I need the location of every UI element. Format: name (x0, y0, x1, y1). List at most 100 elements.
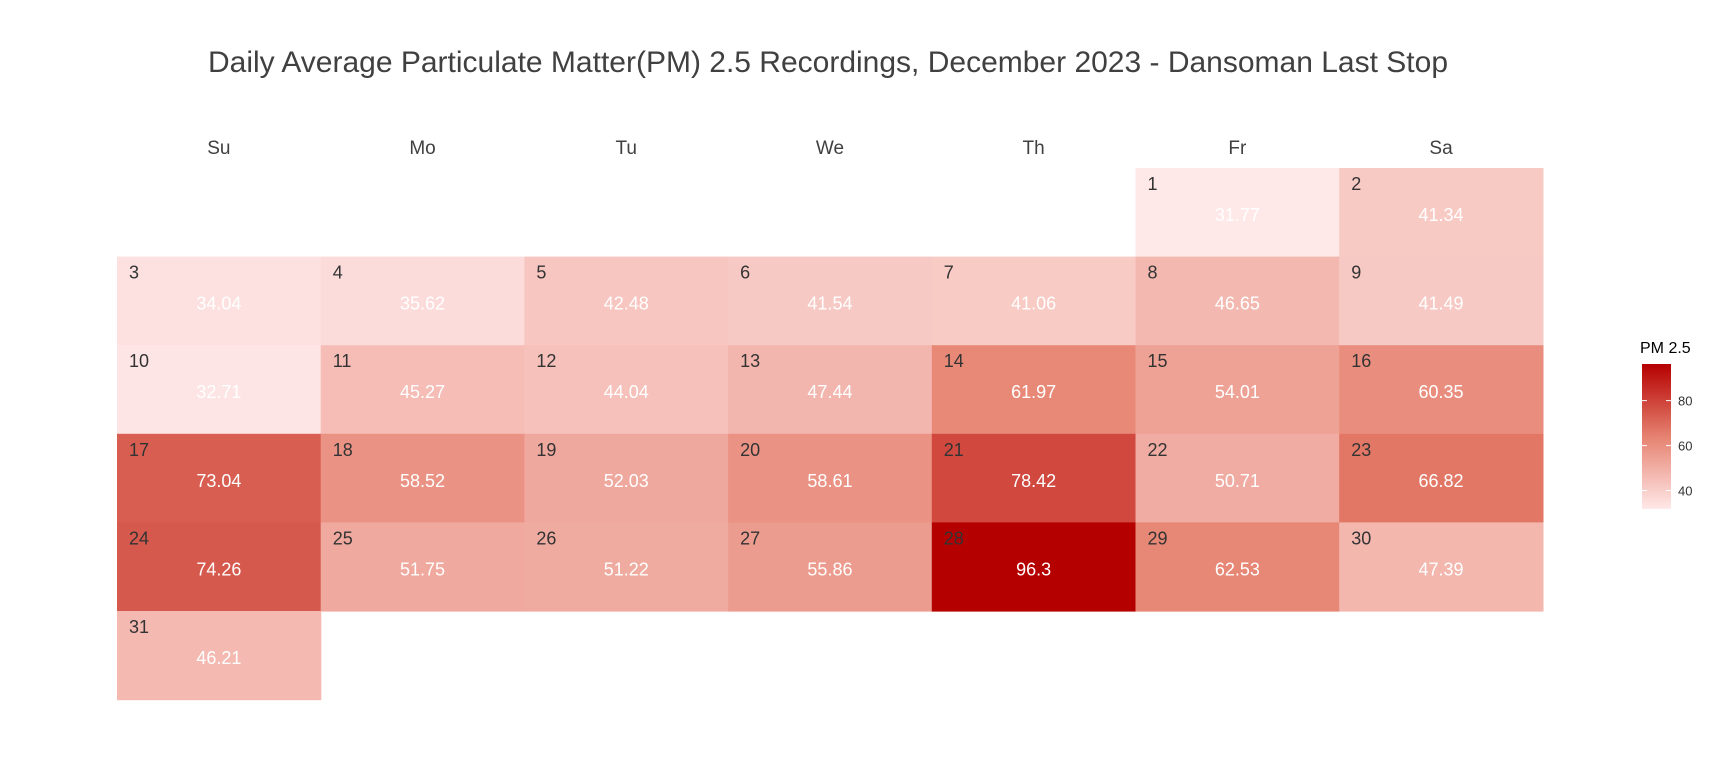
day-value-label: 41.06 (1011, 294, 1056, 314)
day-cell-16: 16 60.35 (1339, 345, 1544, 435)
day-cell-14: 14 61.97 (931, 345, 1137, 435)
day-number: 25 (333, 528, 353, 548)
day-tile (1339, 522, 1544, 612)
day-value-label: 61.97 (1011, 382, 1056, 402)
day-value-label: 47.44 (807, 382, 852, 402)
day-value-label: 45.27 (400, 382, 445, 402)
weekday-label-su: Su (207, 138, 230, 159)
day-tile (524, 256, 729, 346)
day-cell-13: 13 47.44 (728, 345, 933, 435)
day-cell-6: 641.54 (728, 256, 933, 346)
day-tile (931, 522, 1137, 612)
weekday-label-we: We (816, 138, 844, 159)
legend-color-bar (1642, 364, 1671, 509)
day-tile (728, 522, 933, 612)
legend-tick-label: 60 (1678, 439, 1692, 454)
day-cell-22: 22 50.71 (1135, 433, 1340, 523)
day-number: 28 (944, 528, 964, 548)
day-cell-20: 20 58.61 (728, 433, 933, 523)
day-cell-29: 29 62.53 (1135, 522, 1340, 612)
day-value-label: 50.71 (1215, 471, 1260, 491)
day-tile (117, 522, 322, 612)
day-tile (1135, 522, 1340, 612)
day-number: 8 (1148, 263, 1158, 283)
legend-title: PM 2.5 (1640, 340, 1691, 357)
day-tile (320, 345, 525, 435)
day-value-label: 51.22 (604, 559, 649, 579)
day-number: 18 (333, 440, 353, 460)
day-number: 10 (129, 351, 149, 371)
day-cell-5: 542.48 (524, 256, 729, 346)
day-number: 11 (333, 351, 352, 371)
day-tile (728, 433, 933, 523)
day-cell-1: 131.77 (1135, 168, 1340, 258)
day-cell-3: 334.04 (117, 256, 322, 346)
day-cell-4: 435.62 (320, 256, 525, 346)
day-tile (931, 345, 1137, 435)
day-value-label: 78.42 (1011, 471, 1056, 491)
day-tile (728, 345, 933, 435)
day-value-label: 44.04 (604, 382, 649, 402)
day-number: 17 (129, 440, 149, 460)
day-number: 23 (1351, 440, 1371, 460)
day-value-label: 46.65 (1215, 294, 1260, 314)
day-value-label: 58.61 (807, 471, 852, 491)
day-cell-8: 846.65 (1135, 256, 1340, 346)
day-cell-30: 30 47.39 (1339, 522, 1544, 612)
day-number: 20 (740, 440, 760, 460)
day-number: 5 (536, 263, 546, 283)
weekday-labels: Su Mo Tu We Th Fr Sa (207, 138, 1453, 159)
day-tile (320, 433, 525, 523)
weekday-label-fr: Fr (1228, 138, 1247, 159)
day-number: 15 (1148, 351, 1168, 371)
day-tile (1135, 345, 1340, 435)
day-tile (117, 345, 322, 435)
day-value-label: 46.21 (196, 648, 241, 668)
day-cell-19: 19 52.03 (524, 433, 729, 523)
day-value-label: 42.48 (604, 294, 649, 314)
day-tile (1339, 168, 1544, 258)
day-value-label: 31.77 (1215, 205, 1260, 225)
day-number: 24 (129, 528, 149, 548)
day-value-label: 32.71 (196, 382, 241, 402)
weekday-label-th: Th (1023, 138, 1045, 159)
weekday-label-tu: Tu (616, 138, 637, 159)
day-number: 9 (1351, 263, 1361, 283)
day-value-label: 73.04 (196, 471, 241, 491)
day-number: 26 (536, 528, 556, 548)
day-cell-27: 27 55.86 (728, 522, 933, 612)
day-cell-26: 26 51.22 (524, 522, 729, 612)
day-number: 31 (129, 617, 149, 637)
day-cell-2: 241.34 (1339, 168, 1544, 258)
day-tile (524, 522, 729, 612)
day-number: 2 (1351, 174, 1361, 194)
day-tile (1135, 433, 1340, 523)
day-number: 7 (944, 263, 954, 283)
day-tile (728, 256, 933, 346)
day-tile (931, 433, 1137, 523)
day-tile (117, 256, 322, 346)
day-number: 4 (333, 263, 343, 283)
day-tile (524, 345, 729, 435)
day-value-label: 41.34 (1419, 205, 1464, 225)
day-cell-23: 23 66.82 (1339, 433, 1544, 523)
day-tile (320, 256, 525, 346)
day-cell-24: 24 74.26 (117, 522, 322, 612)
day-number: 3 (129, 263, 139, 283)
day-cell-10: 10 32.71 (117, 345, 322, 435)
day-tile (1339, 433, 1544, 523)
chart-title: Daily Average Particulate Matter(PM) 2.5… (208, 46, 1448, 79)
day-cell-31: 31 46.21 (117, 611, 322, 701)
day-value-label: 54.01 (1215, 382, 1260, 402)
day-value-label: 52.03 (604, 471, 649, 491)
day-value-label: 41.49 (1419, 294, 1464, 314)
day-cell-28: 28 96.3 (931, 522, 1137, 612)
day-tile (117, 611, 322, 701)
day-value-label: 66.82 (1419, 471, 1464, 491)
day-value-label: 60.35 (1419, 382, 1464, 402)
day-cell-25: 25 51.75 (320, 522, 525, 612)
day-value-label: 74.26 (196, 559, 241, 579)
day-value-label: 47.39 (1419, 559, 1464, 579)
day-value-label: 51.75 (400, 559, 445, 579)
